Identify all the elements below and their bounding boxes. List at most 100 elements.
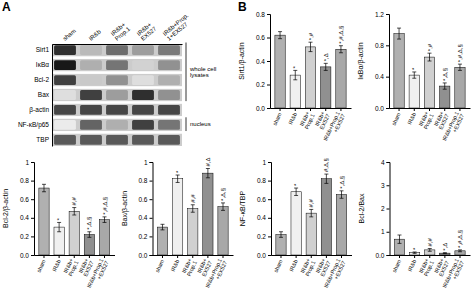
tick: 0.2 — [138, 233, 152, 240]
error-line — [459, 64, 460, 70]
error-cap — [443, 82, 447, 83]
error-bar — [160, 224, 164, 230]
annotation: whole celllysates — [189, 66, 216, 78]
error-line — [399, 28, 400, 39]
tick-label: 0.2 — [256, 81, 265, 88]
tick-label: NF-κB/p65 — [18, 121, 49, 129]
tick-mark — [150, 236, 153, 237]
tick-label: IR&b+Prop.1 — [417, 110, 435, 130]
lane-strip — [52, 119, 182, 131]
tick-label: 0.8 — [375, 42, 384, 49]
tick-label: sham — [391, 111, 402, 126]
error-cap — [72, 207, 76, 208]
tick: IR&b — [407, 255, 418, 272]
error-line — [311, 209, 312, 216]
tick: 3 — [381, 182, 390, 189]
tick: 0.8 — [375, 42, 389, 49]
tick-mark — [150, 199, 153, 200]
error-cap — [443, 89, 447, 90]
tick-mark — [31, 199, 34, 200]
tick-label: IR&b+Prop.1+EX527 — [86, 257, 110, 291]
tick: IR&b+Prop.1+EX527 — [162, 12, 194, 44]
heatmap-cell — [158, 75, 180, 85]
plot-area — [157, 169, 228, 255]
tick-label: IR&b — [88, 28, 103, 42]
error-cap — [191, 212, 195, 213]
plot-area — [394, 28, 465, 108]
annotation: * — [292, 65, 298, 68]
error-cap — [279, 231, 283, 232]
annotation: * — [293, 183, 299, 186]
annotation: *,Δ,§ — [86, 217, 92, 230]
axis-line — [387, 163, 391, 256]
tick: 0.6 — [20, 196, 34, 203]
bracket — [186, 117, 187, 131]
tick: Sirt1 — [36, 46, 52, 53]
tick-label: 0.0 — [375, 252, 384, 259]
error-bar — [340, 191, 344, 198]
y-axis: 0.00.20.40.60.81 — [257, 159, 272, 259]
tick-label: TBP — [36, 136, 49, 143]
tick: IR&b — [88, 28, 103, 44]
error-cap — [42, 184, 46, 185]
tick-label: IR&b+Prop.1+EX527 — [322, 110, 346, 144]
error-line — [59, 222, 60, 231]
x-axis: shamIR&bIR&b+Prop.1IR&b+EX527IR&b+Prop.1… — [35, 255, 116, 291]
error-cap — [57, 222, 61, 223]
error-cap — [176, 182, 180, 183]
tick-label: 0.4 — [256, 58, 265, 65]
tick-mark — [267, 14, 270, 15]
tick: 0.8 — [20, 177, 34, 184]
tick-mark — [31, 255, 34, 256]
tick-mark — [267, 61, 270, 62]
error-bar — [413, 252, 417, 253]
tick-mark — [268, 255, 271, 256]
bar — [336, 195, 346, 255]
tick: IR&b+Prop.1 — [62, 255, 80, 277]
tick-mark — [414, 255, 415, 258]
heatmap-cell — [80, 75, 102, 85]
plot-area — [275, 32, 346, 108]
error-bar — [397, 235, 401, 243]
heatmap-cell — [80, 60, 102, 70]
tick-label: 0.0 — [256, 105, 265, 112]
tick: 0.0 — [256, 105, 270, 112]
tick-label: 0.0 — [375, 105, 384, 112]
heatmap-cell — [54, 45, 76, 55]
tick: 0.0 — [20, 252, 34, 259]
heatmap-cell — [54, 90, 76, 100]
plot-area — [276, 174, 347, 255]
tick-label: IR&b+Prop.1 — [110, 21, 132, 42]
lane-strip — [52, 44, 182, 56]
error-bar — [206, 169, 210, 178]
error-cap — [324, 70, 328, 71]
tick-label: 0.4 — [375, 73, 384, 80]
bar — [275, 35, 285, 108]
error-cap — [87, 231, 91, 232]
bar — [409, 75, 419, 108]
bar — [455, 67, 465, 108]
error-bar — [293, 70, 297, 79]
tick-mark — [31, 236, 34, 237]
tick: sham — [391, 108, 402, 126]
y-axis: 0.01234 — [375, 159, 390, 259]
bar-panel: *#,#*,Δ,§*,#,Δ,§0.00.20.40.60.81shamIR&b… — [2, 159, 115, 292]
error-line — [326, 174, 327, 183]
tick: IR&b+Prop.1 — [110, 21, 132, 44]
error-line — [280, 232, 281, 238]
bar-panel: *#,#*,Δ*,#,Δ,§0.01234shamIR&bIR&b+Prop.1… — [358, 159, 471, 292]
tick-label: 0.4 — [257, 214, 266, 221]
error-cap — [87, 237, 91, 238]
heatmap-cell — [106, 120, 128, 130]
tick: IR&b+Prop.1 — [417, 108, 435, 130]
error-line — [310, 42, 311, 51]
heatmap-cell — [54, 60, 76, 70]
bar — [291, 192, 301, 255]
bar — [69, 211, 79, 255]
heatmap-panel: ASirt1IκBαBcl-2Baxβ-actinNF-κB/p65TBPsha… — [2, 0, 216, 147]
tick: IR&b — [51, 255, 62, 272]
tick-mark — [162, 255, 163, 258]
panel-title: B — [238, 0, 247, 14]
heatmap-cell — [106, 105, 128, 115]
tick-label: 0.4 — [138, 214, 147, 221]
